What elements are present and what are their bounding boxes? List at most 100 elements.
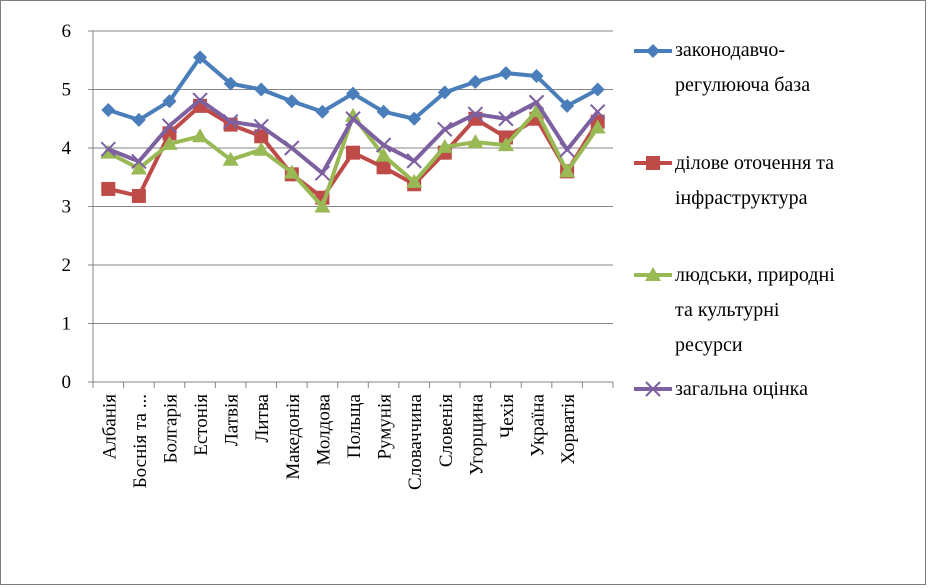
- data-point-diamond: [646, 44, 660, 58]
- data-point-diamond: [131, 112, 146, 127]
- data-point-x: [314, 165, 331, 181]
- legend-entry-4: загальна оцінка: [634, 378, 808, 400]
- data-point-x: [498, 111, 514, 127]
- data-point-x: [192, 92, 208, 108]
- data-point-triangle: [100, 144, 117, 159]
- data-point-square: [346, 145, 360, 160]
- data-point-diamond: [254, 82, 269, 97]
- data-point-triangle: [222, 151, 239, 166]
- data-point-x: [253, 118, 269, 135]
- data-point-diamond: [590, 82, 605, 97]
- data-point-x: [437, 121, 453, 137]
- x-category-label: Хорватія: [558, 394, 579, 465]
- x-category-label: Польща: [344, 393, 365, 458]
- x-category-label: Чехія: [497, 394, 518, 438]
- data-point-square: [376, 160, 391, 175]
- data-point-diamond: [284, 94, 299, 109]
- data-point-x: [467, 106, 484, 122]
- data-point-square: [131, 188, 146, 203]
- x-category-label: Македонія: [283, 394, 304, 480]
- legend-label: інфраструктура: [675, 187, 808, 209]
- legend-entry-3: людськи, природні та культурні ресурси: [634, 264, 835, 356]
- legend-entry-2: ділове оточення та інфраструктура: [634, 152, 834, 209]
- data-point-triangle: [283, 164, 300, 179]
- series-1: [101, 50, 605, 127]
- x-category-label: Україна: [528, 393, 549, 456]
- data-point-diamond: [162, 94, 177, 109]
- data-point-square: [254, 129, 269, 144]
- legend-label: людськи, природні: [675, 264, 835, 286]
- axes: 0 1 2 3 4 5 6 Албанія Боснія та ... Болгарія Естон…: [62, 21, 614, 490]
- data-point-diamond: [498, 66, 513, 81]
- y-tick-label: 2: [62, 255, 72, 276]
- data-point-triangle: [436, 138, 453, 153]
- data-point-diamond: [560, 98, 575, 113]
- data-point-triangle: [161, 135, 178, 150]
- y-tick-label: 3: [62, 197, 72, 218]
- x-category-label: Угорщина: [466, 393, 487, 475]
- x-category-label: Молдова: [313, 393, 334, 465]
- data-point-x: [284, 140, 300, 156]
- series-4: [100, 92, 606, 181]
- legend-label: регулююча база: [675, 74, 810, 96]
- legend-label: законодавчо-: [675, 39, 785, 61]
- y-tick-label: 1: [62, 314, 72, 335]
- data-point-diamond: [346, 86, 360, 101]
- data-point-triangle: [130, 160, 147, 175]
- legend-label: ресурси: [675, 334, 743, 356]
- data-point-x: [406, 153, 422, 169]
- data-point-x: [528, 94, 545, 111]
- legend-entry-1: законодавчо-регулююча база: [634, 39, 810, 96]
- data-point-triangle: [528, 103, 545, 118]
- data-point-triangle: [192, 128, 209, 143]
- legend-label: та культурні: [675, 299, 780, 321]
- data-point-diamond: [101, 102, 116, 117]
- data-point-triangle: [375, 147, 392, 162]
- data-point-x: [161, 118, 178, 134]
- data-point-triangle: [345, 107, 361, 122]
- legend: законодавчо-регулююча база ділове оточенн…: [634, 39, 835, 400]
- x-category-label: Естонія: [191, 394, 212, 456]
- data-point-triangle: [497, 137, 514, 152]
- data-point-diamond: [437, 85, 452, 100]
- data-point-x: [375, 137, 392, 153]
- y-tick-label: 4: [62, 138, 72, 159]
- data-point-x: [131, 153, 147, 170]
- data-point-diamond: [376, 104, 391, 119]
- legend-label: загальна оцінка: [675, 378, 808, 400]
- data-point-square: [646, 156, 660, 170]
- data-point-diamond: [193, 50, 208, 65]
- data-point-x: [222, 113, 239, 130]
- data-point-x: [345, 111, 361, 127]
- data-point-x: [589, 104, 606, 120]
- legend-label: ділове оточення та: [675, 152, 834, 174]
- x-category-label: Болгарія: [160, 394, 181, 464]
- data-point-triangle: [314, 198, 331, 213]
- x-category-label: Албанія: [99, 394, 120, 460]
- y-tick-label: 6: [62, 21, 72, 42]
- series-lines: [100, 50, 606, 213]
- x-category-label: Румунія: [375, 394, 396, 460]
- x-category-label: Литва: [252, 393, 273, 442]
- data-point-diamond: [223, 76, 238, 91]
- series-3: [100, 103, 606, 213]
- data-point-diamond: [468, 74, 483, 89]
- data-point-triangle: [253, 141, 270, 156]
- y-tick-label: 5: [62, 80, 72, 101]
- y-tick-label: 0: [62, 372, 72, 393]
- x-category-label: Словенія: [436, 394, 457, 467]
- data-point-x: [645, 381, 661, 397]
- data-point-triangle: [406, 173, 423, 188]
- data-point-diamond: [315, 104, 330, 119]
- data-point-x: [100, 141, 117, 157]
- data-point-x: [559, 142, 575, 158]
- data-point-diamond: [529, 69, 544, 84]
- data-point-triangle: [589, 119, 606, 134]
- x-category-label: Латвія: [222, 394, 243, 446]
- data-point-triangle: [559, 163, 576, 178]
- data-point-triangle: [467, 134, 484, 149]
- x-category-label: Словаччина: [405, 393, 426, 489]
- data-point-square: [101, 181, 116, 196]
